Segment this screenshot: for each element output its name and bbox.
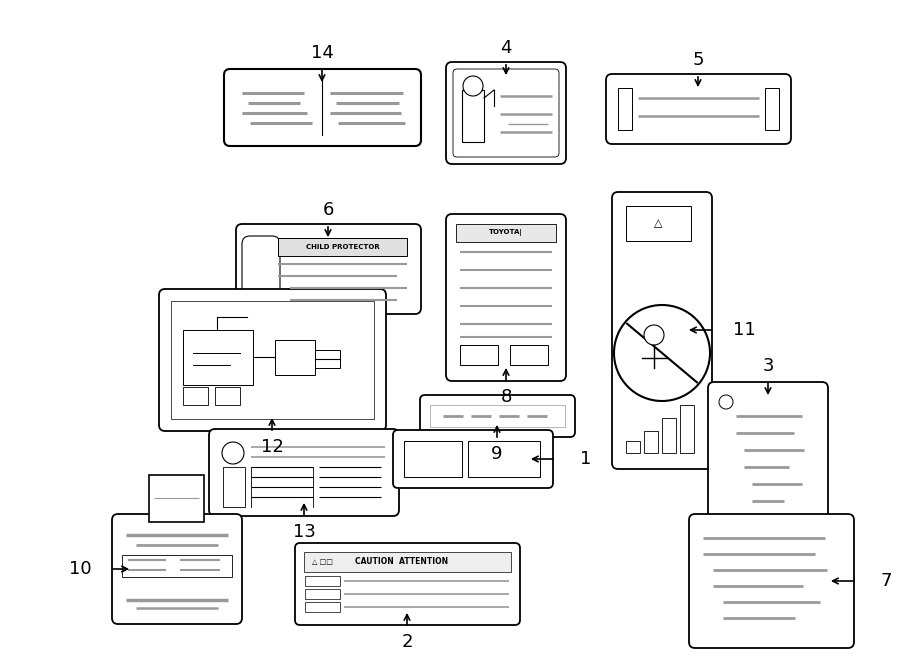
Text: 13: 13 (292, 523, 315, 541)
Bar (305, 589, 340, 599)
Bar (304, 552, 511, 572)
Bar (215, 387, 240, 405)
Circle shape (222, 442, 244, 464)
FancyBboxPatch shape (242, 236, 280, 302)
FancyBboxPatch shape (224, 69, 421, 146)
Bar (510, 345, 548, 365)
FancyBboxPatch shape (209, 429, 399, 516)
Bar (223, 467, 245, 507)
Circle shape (719, 395, 733, 409)
Text: 11: 11 (733, 321, 755, 339)
Bar (122, 555, 232, 577)
Text: 12: 12 (261, 438, 284, 456)
FancyBboxPatch shape (236, 224, 421, 314)
Bar (183, 387, 208, 405)
Text: 5: 5 (692, 51, 704, 69)
Bar (460, 345, 498, 365)
Bar (626, 441, 640, 453)
Bar (626, 206, 691, 241)
Circle shape (614, 305, 710, 401)
FancyBboxPatch shape (295, 543, 520, 625)
Bar (149, 475, 204, 522)
Bar (662, 418, 676, 453)
Text: △: △ (653, 218, 662, 228)
Circle shape (644, 325, 664, 345)
Text: TOYOTA|: TOYOTA| (489, 229, 523, 237)
Bar (305, 602, 340, 612)
FancyBboxPatch shape (446, 214, 566, 381)
Bar (618, 88, 632, 130)
Bar (171, 301, 374, 419)
FancyBboxPatch shape (159, 289, 386, 431)
Bar (462, 90, 484, 142)
FancyBboxPatch shape (112, 514, 242, 624)
Bar (404, 441, 462, 477)
Bar (765, 88, 779, 130)
Bar (430, 405, 565, 427)
Text: 6: 6 (322, 201, 334, 219)
Text: △ □□: △ □□ (312, 559, 333, 565)
Text: CHILD PROTECTOR: CHILD PROTECTOR (306, 244, 380, 250)
FancyBboxPatch shape (689, 514, 854, 648)
Text: 9: 9 (491, 445, 503, 463)
FancyBboxPatch shape (393, 430, 553, 488)
FancyBboxPatch shape (606, 74, 791, 144)
Circle shape (463, 76, 483, 96)
Text: 1: 1 (580, 450, 591, 468)
Text: 3: 3 (762, 357, 774, 375)
FancyBboxPatch shape (446, 62, 566, 164)
Bar (275, 340, 315, 375)
Bar (183, 330, 253, 385)
Text: 10: 10 (68, 560, 91, 578)
Text: 4: 4 (500, 39, 512, 57)
Bar (468, 441, 540, 477)
Text: 14: 14 (310, 44, 333, 62)
FancyBboxPatch shape (708, 382, 828, 534)
FancyBboxPatch shape (420, 395, 575, 437)
FancyBboxPatch shape (612, 192, 712, 469)
Bar (315, 350, 340, 368)
Bar (644, 431, 658, 453)
Bar (278, 238, 407, 256)
Bar (305, 576, 340, 586)
Bar (456, 224, 556, 242)
Text: CAUTION  ATTENTION: CAUTION ATTENTION (355, 557, 448, 566)
Text: 2: 2 (401, 633, 413, 651)
Text: 8: 8 (500, 388, 512, 406)
Text: 7: 7 (880, 572, 892, 590)
Bar (680, 405, 694, 453)
